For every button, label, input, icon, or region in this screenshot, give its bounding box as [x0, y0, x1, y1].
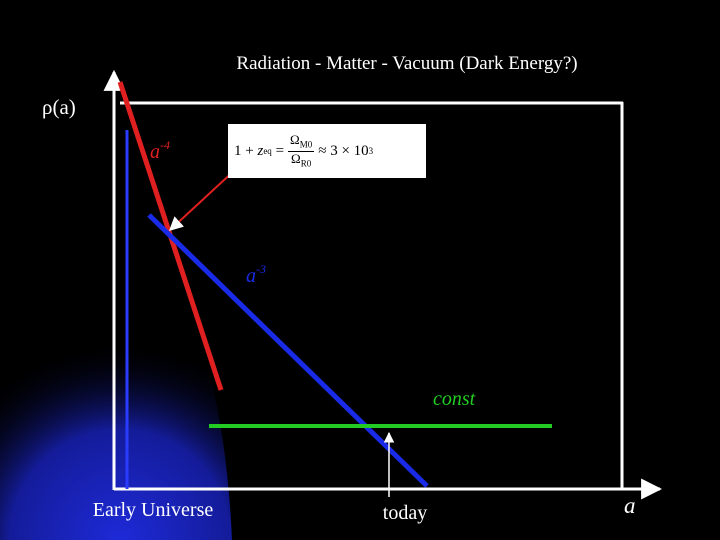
formula-den: Ω: [291, 150, 301, 166]
equality-pointer-arrow: [168, 167, 238, 231]
x-axis-label: a: [624, 493, 636, 518]
formula-num-sub: M0: [299, 139, 313, 150]
matter-curve: [147, 213, 429, 488]
equality-formula-box: 1 + z eq = ΩM0 ΩR0 ≈ 3 × 10 3: [228, 124, 426, 178]
formula-approx-exp: 3: [368, 146, 374, 156]
matter-label: a-3: [246, 262, 266, 287]
formula-z: z: [257, 142, 264, 159]
radiation-label: a-4: [150, 138, 170, 163]
diagram-title: Radiation - Matter - Vacuum (Dark Energy…: [236, 53, 577, 74]
vacuum-label: const: [433, 388, 476, 410]
formula-fraction: ΩM0 ΩR0: [288, 132, 315, 169]
formula-den-sub: R0: [300, 158, 312, 169]
early-universe-label: Early Universe: [93, 499, 214, 521]
formula-equals: =: [275, 142, 285, 159]
formula-z-sub: eq: [263, 146, 272, 156]
early-universe-glow: [0, 70, 232, 540]
y-axis-label: ρ(a): [42, 95, 76, 119]
formula-approx: ≈ 3 × 10: [318, 142, 369, 159]
formula-num: Ω: [290, 132, 300, 148]
formula-lhs: 1 +: [234, 142, 254, 159]
today-label: today: [383, 502, 427, 524]
